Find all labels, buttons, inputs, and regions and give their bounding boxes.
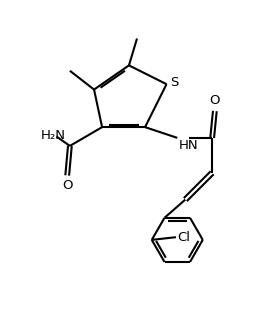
- Text: S: S: [170, 76, 178, 89]
- Text: H₂N: H₂N: [41, 129, 66, 142]
- Text: O: O: [62, 179, 72, 192]
- Text: HN: HN: [179, 139, 198, 152]
- Text: O: O: [210, 94, 220, 107]
- Text: Cl: Cl: [177, 231, 190, 244]
